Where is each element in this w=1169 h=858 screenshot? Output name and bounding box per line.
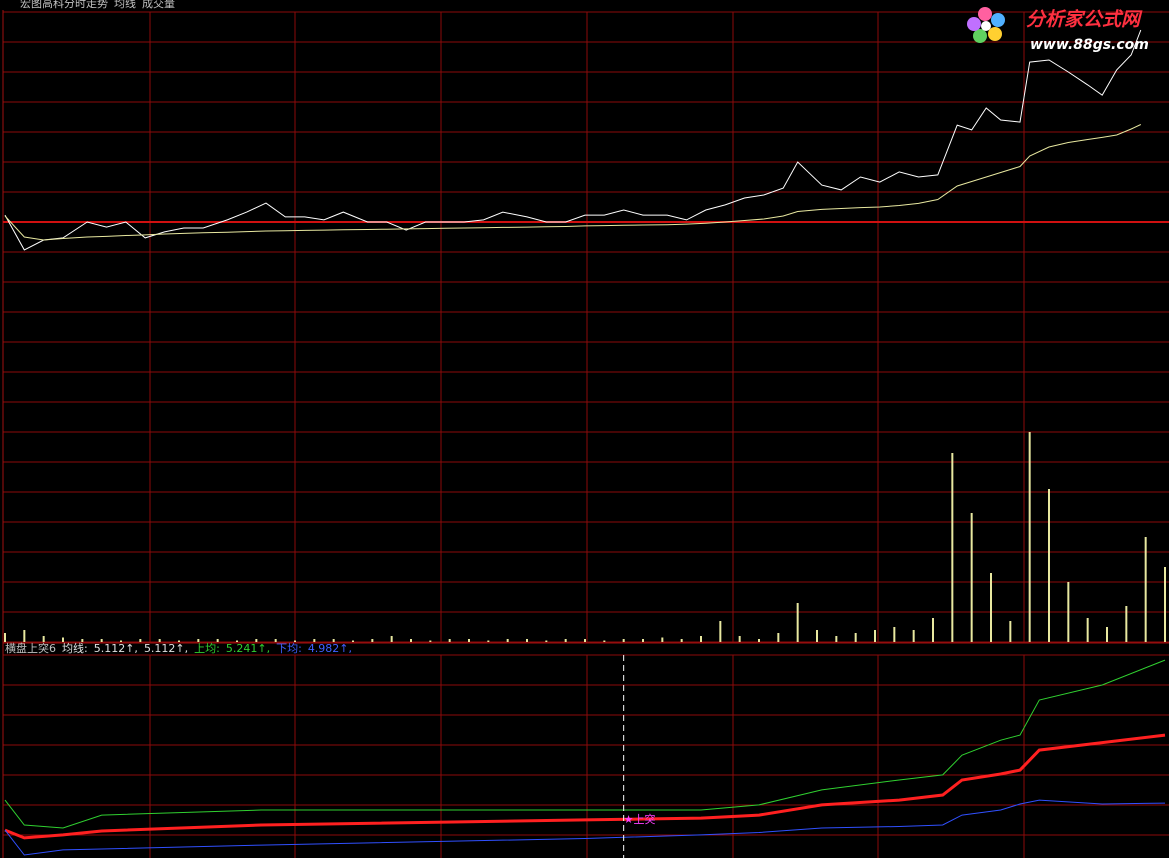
bar: [448, 639, 451, 642]
header-text: 下均:: [276, 642, 302, 655]
bar: [158, 639, 161, 642]
bar: [1106, 627, 1108, 642]
bar: [912, 630, 915, 642]
bar: [1164, 567, 1166, 642]
header-text: 成交量: [142, 0, 175, 10]
header-text: 5.241↑,: [226, 642, 270, 655]
header-text: 上均:: [194, 642, 220, 655]
bar: [970, 513, 973, 642]
bar: [603, 640, 606, 642]
bar: [1048, 489, 1050, 642]
bar: [410, 639, 412, 642]
header-text: 宏图高科分时走势: [20, 0, 108, 10]
bar: [429, 640, 432, 642]
bar: [526, 639, 528, 642]
bar: [932, 618, 934, 642]
bar: [758, 639, 760, 642]
bar: [1086, 618, 1089, 642]
bar: [777, 633, 780, 642]
bar: [236, 640, 238, 642]
bar: [1009, 621, 1012, 642]
logo-name: 分析家公式网: [1026, 9, 1143, 31]
bar: [1144, 537, 1147, 642]
bar: [584, 639, 586, 642]
bar: [564, 639, 567, 642]
header-text: 横盘上突6: [5, 641, 56, 655]
bar: [854, 633, 857, 642]
series-line: [4, 659, 1166, 829]
bar: [23, 630, 26, 642]
bar: [487, 640, 490, 642]
series-line: [4, 29, 1142, 251]
bar: [951, 453, 954, 642]
bar: [62, 637, 64, 642]
bar: [738, 636, 741, 642]
annotation: ★上突: [624, 812, 656, 826]
bar: [139, 639, 142, 642]
bar: [622, 639, 625, 642]
bar: [719, 621, 722, 642]
bar: [371, 639, 374, 642]
series-line: [4, 799, 1166, 856]
bar: [545, 640, 548, 642]
bar: [42, 636, 45, 642]
bar: [216, 639, 219, 642]
bar: [680, 639, 683, 642]
bar: [100, 639, 103, 642]
bar: [990, 573, 992, 642]
bar: [506, 639, 509, 642]
series-line: [4, 124, 1142, 241]
bar: [1125, 606, 1128, 642]
bar: [1067, 582, 1070, 642]
bar: [120, 640, 122, 642]
bar: [390, 636, 393, 642]
bar: [874, 630, 876, 642]
bar: [893, 627, 896, 642]
logo-url: www.88gs.com: [1030, 37, 1149, 53]
bar: [197, 639, 200, 642]
bar: [796, 603, 799, 642]
bar: [835, 636, 838, 642]
bar: [313, 639, 316, 642]
bar: [700, 636, 702, 642]
bar: [468, 639, 470, 642]
bar: [332, 639, 335, 642]
bar: [816, 630, 818, 642]
bar: [81, 639, 84, 642]
bar: [274, 639, 277, 642]
logo-icon: [967, 7, 1005, 43]
bar: [661, 637, 664, 642]
header-text: 均线: [114, 0, 136, 10]
header-text: 5.112↑,: [94, 642, 138, 655]
series-line: [4, 733, 1166, 840]
bar: [4, 633, 6, 642]
bar: [1028, 432, 1031, 642]
bar: [642, 639, 644, 642]
bar: [294, 640, 296, 642]
header-text: 均线:: [62, 641, 88, 655]
header-text: 4.982↑,: [308, 642, 352, 655]
bar: [352, 640, 354, 642]
bar: [255, 639, 258, 642]
header-text: 5.112↑,: [144, 642, 188, 655]
bar: [178, 640, 180, 642]
